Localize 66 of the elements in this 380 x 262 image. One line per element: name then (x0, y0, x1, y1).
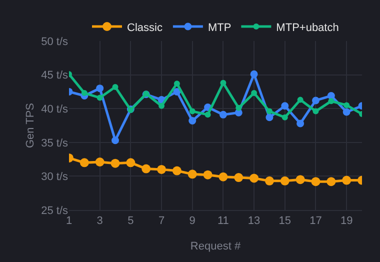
x-tick-label: 15 (278, 215, 292, 228)
point (188, 117, 196, 125)
point (110, 158, 120, 168)
y-tick-label: 40 t/s (41, 103, 68, 116)
point (220, 80, 226, 86)
point (311, 177, 320, 186)
x-axis-title: Request # (190, 240, 242, 252)
point (296, 175, 305, 184)
point (251, 90, 258, 96)
point (157, 164, 166, 174)
point (250, 174, 259, 183)
point (282, 114, 288, 120)
point (250, 70, 258, 78)
y-tick-label: 45 t/s (41, 70, 68, 82)
point (96, 84, 104, 92)
x-tick-label: 11 (218, 215, 229, 228)
point (95, 158, 104, 166)
point (174, 80, 180, 87)
y-tick-label: 30 t/s (41, 171, 68, 184)
point (342, 108, 350, 116)
point (112, 136, 120, 144)
point (81, 90, 88, 96)
point (236, 104, 242, 111)
point (219, 110, 227, 118)
x-tick-label: 3 (96, 215, 103, 228)
point (312, 96, 320, 104)
point (189, 108, 196, 114)
point (297, 96, 304, 103)
point (158, 102, 165, 109)
point (296, 120, 304, 128)
point (188, 170, 197, 179)
x-tick-label: 1 (66, 215, 72, 228)
x-tick-label: 17 (310, 215, 322, 228)
point (342, 176, 352, 185)
x-tick-label: 9 (189, 215, 196, 228)
legend-label: MTP+ubatch (276, 22, 339, 34)
point (266, 108, 272, 114)
point (280, 176, 290, 186)
point (96, 94, 103, 101)
point (203, 170, 212, 180)
point (266, 114, 274, 122)
legend-label: MTP (208, 22, 232, 34)
point (344, 102, 350, 108)
point (80, 158, 89, 168)
point (264, 176, 274, 186)
point (326, 177, 336, 186)
y-tick-label: 25 t/s (41, 204, 68, 217)
x-tick-label: 7 (158, 215, 165, 228)
y-axis-title: Gen TPS (24, 102, 37, 148)
x-tick-label: 5 (128, 215, 134, 228)
x-tick-label: 13 (248, 215, 260, 228)
point (218, 172, 228, 182)
point (312, 108, 319, 114)
point (281, 102, 289, 110)
y-tick-label: 50 t/s (41, 36, 68, 48)
point (142, 164, 151, 174)
y-tick-label: 35 t/s (41, 137, 68, 150)
point (204, 112, 211, 118)
point (112, 84, 118, 90)
point (234, 173, 244, 182)
point (327, 92, 335, 100)
x-tick-label: 19 (340, 215, 353, 228)
point (172, 166, 182, 176)
legend-label: Classic (127, 22, 163, 34)
point (126, 158, 136, 168)
point (328, 98, 334, 104)
